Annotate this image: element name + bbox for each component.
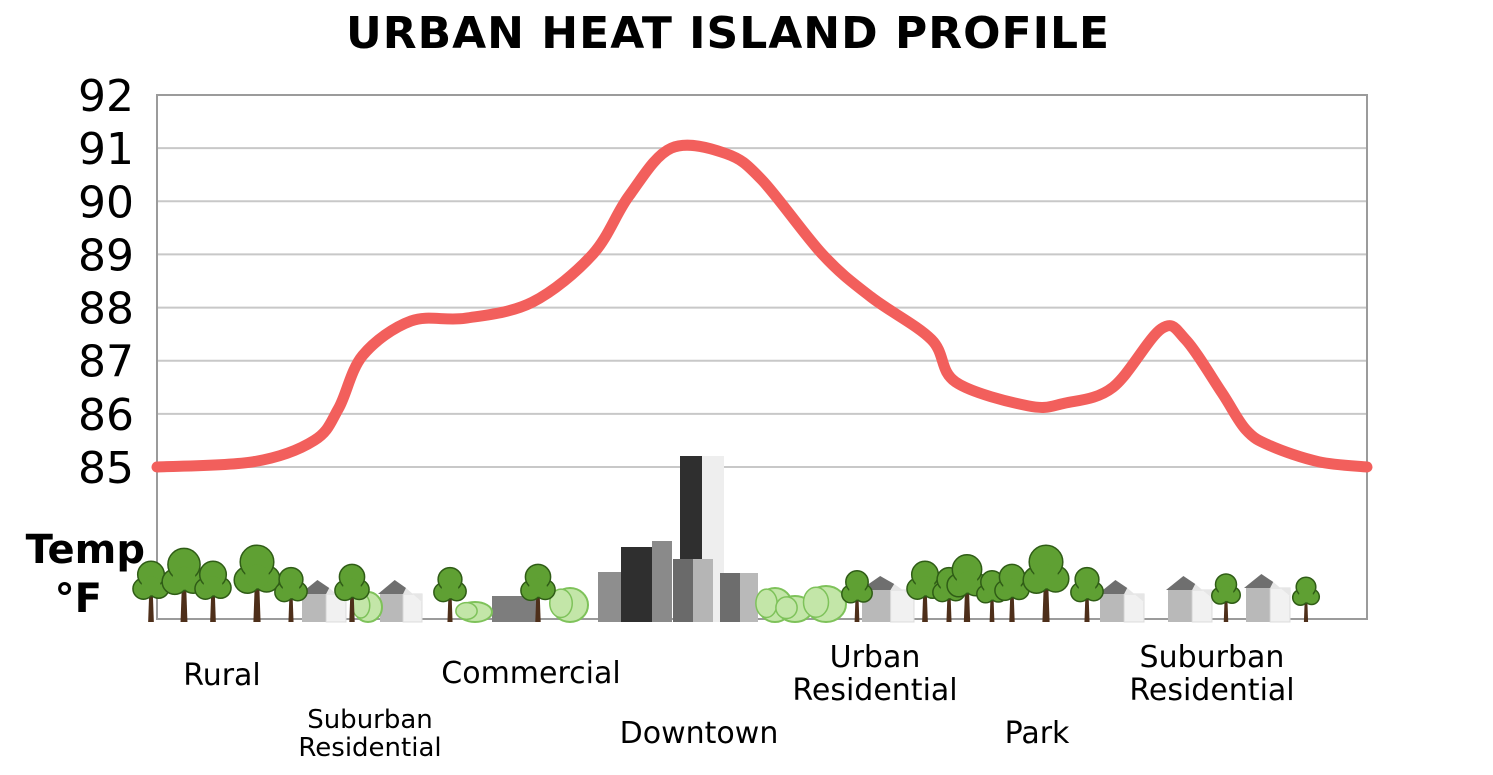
tree-icon bbox=[194, 560, 232, 622]
zone-label-rural: Rural bbox=[183, 658, 261, 693]
y-tick-label: 92 bbox=[78, 71, 134, 122]
zone-label-suburban-1-line-1: Suburban bbox=[307, 705, 433, 735]
tree-icon bbox=[994, 563, 1030, 622]
y-tick-label: 85 bbox=[78, 443, 134, 494]
building-icon bbox=[621, 547, 653, 622]
y-axis-label: Temp °F bbox=[26, 527, 145, 622]
zone-label-urban-line-2: Residential bbox=[792, 673, 957, 708]
building-icon bbox=[673, 559, 693, 622]
tree-icon bbox=[233, 544, 281, 622]
house-icon bbox=[378, 580, 423, 623]
tree-icon bbox=[1291, 576, 1321, 622]
house-icon bbox=[1098, 580, 1145, 623]
tree-icon bbox=[334, 563, 370, 622]
building-icon bbox=[740, 573, 758, 622]
landscape-illustration bbox=[132, 456, 1321, 623]
zone-label-downtown: Downtown bbox=[620, 716, 779, 751]
tree-icon bbox=[433, 566, 467, 622]
tree-icon bbox=[274, 566, 308, 622]
bush-icon bbox=[455, 601, 493, 623]
tree-icon bbox=[1070, 566, 1104, 622]
y-tick-label: 87 bbox=[78, 337, 134, 388]
y-tick-label: 90 bbox=[78, 177, 134, 228]
zone-label-commercial: Commercial bbox=[441, 656, 620, 691]
y-axis-label-line-2: °F bbox=[55, 576, 102, 622]
tree-icon bbox=[1022, 544, 1070, 622]
building-icon bbox=[652, 541, 672, 622]
tree-icon bbox=[841, 570, 873, 622]
plot-border bbox=[156, 94, 1368, 620]
y-tick-label: 89 bbox=[78, 230, 134, 281]
bush-icon bbox=[802, 585, 847, 623]
zone-label-suburban-2-line-1: Suburban bbox=[1140, 640, 1285, 675]
y-tick-label: 91 bbox=[78, 124, 134, 175]
zone-label-park: Park bbox=[1005, 716, 1070, 751]
zone-labels: Rural Suburban Residential Commercial Do… bbox=[183, 640, 1294, 763]
temperature-line bbox=[151, 139, 1373, 473]
tree-icon bbox=[1211, 573, 1241, 622]
building-icon bbox=[720, 573, 740, 622]
building-icon bbox=[693, 559, 713, 622]
zone-label-urban-line-1: Urban bbox=[830, 640, 921, 675]
zone-label-suburban-1-line-2: Residential bbox=[298, 733, 441, 763]
building-icon bbox=[598, 572, 622, 622]
y-tick-label: 86 bbox=[78, 390, 134, 441]
zone-label-suburban-2-line-2: Residential bbox=[1129, 673, 1294, 708]
y-tick-label: 88 bbox=[78, 284, 134, 335]
tree-icon bbox=[520, 563, 556, 622]
y-axis-label-line-1: Temp bbox=[26, 527, 145, 573]
house-icon bbox=[1244, 574, 1291, 623]
chart-title: URBAN HEAT ISLAND PROFILE bbox=[346, 8, 1110, 59]
house-icon bbox=[1166, 576, 1213, 623]
bush-icon bbox=[549, 587, 589, 623]
